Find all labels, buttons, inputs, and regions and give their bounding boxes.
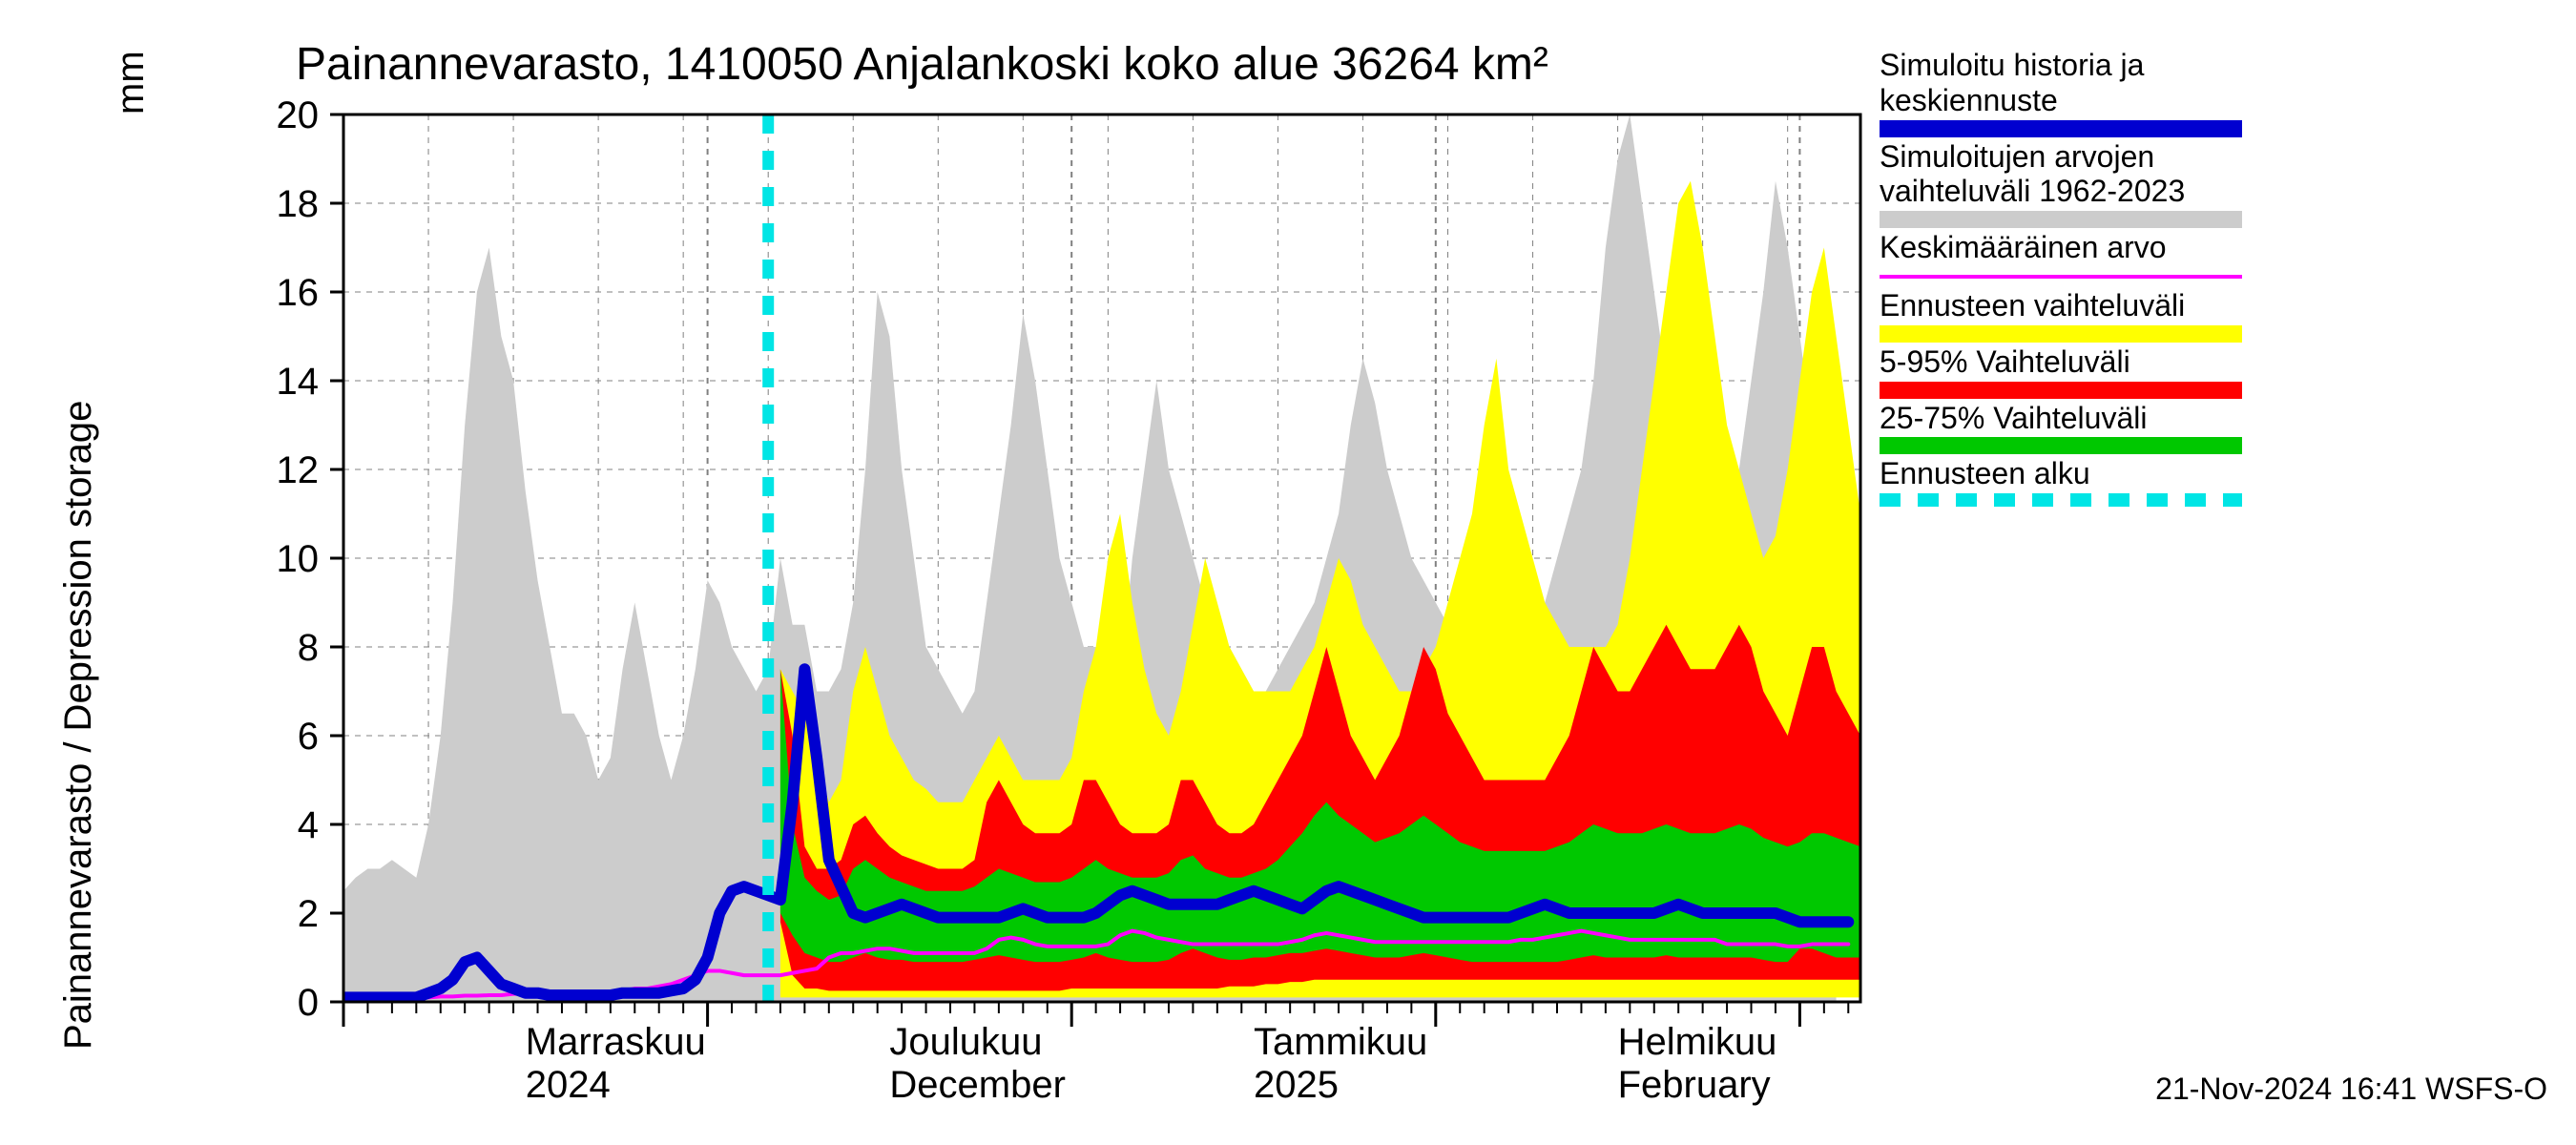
y-axis-unit: mm: [110, 51, 153, 114]
svg-text:0: 0: [298, 982, 319, 1024]
legend-item: Ennusteen vaihteluväli: [1880, 288, 2261, 343]
svg-text:20: 20: [277, 94, 320, 136]
timestamp-footer: 21-Nov-2024 16:41 WSFS-O: [2155, 1072, 2547, 1107]
svg-text:Tammikuu: Tammikuu: [1254, 1021, 1427, 1063]
svg-text:18: 18: [277, 183, 320, 225]
legend-item: 25-75% Vaihteluväli: [1880, 401, 2261, 455]
chart-title: Painannevarasto, 1410050 Anjalankoski ko…: [296, 38, 1548, 91]
legend-item: 5-95% Vaihteluväli: [1880, 344, 2261, 399]
svg-text:Helmikuu: Helmikuu: [1618, 1021, 1777, 1063]
legend-item: Simuloitujen arvojenvaihteluväli 1962-20…: [1880, 139, 2261, 229]
svg-text:Marraskuu: Marraskuu: [526, 1021, 706, 1063]
legend-item: Keskimääräinen arvo: [1880, 230, 2261, 279]
svg-text:14: 14: [277, 361, 320, 403]
svg-text:2: 2: [298, 893, 319, 935]
legend-item: Simuloitu historia jakeskiennuste: [1880, 48, 2261, 137]
chart-legend: Simuloitu historia jakeskiennusteSimuloi…: [1880, 48, 2261, 509]
svg-text:8: 8: [298, 627, 319, 669]
svg-text:10: 10: [277, 538, 320, 580]
svg-text:2024: 2024: [526, 1064, 611, 1106]
svg-text:February: February: [1618, 1064, 1771, 1106]
legend-item: Ennusteen alku: [1880, 456, 2261, 507]
svg-text:4: 4: [298, 804, 319, 846]
svg-text:16: 16: [277, 272, 320, 314]
y-axis-label: Painannevarasto / Depression storage: [57, 401, 100, 1050]
svg-text:6: 6: [298, 716, 319, 758]
svg-text:12: 12: [277, 449, 320, 491]
svg-text:December: December: [889, 1064, 1066, 1106]
svg-text:2025: 2025: [1254, 1064, 1339, 1106]
svg-text:Joulukuu: Joulukuu: [889, 1021, 1042, 1063]
